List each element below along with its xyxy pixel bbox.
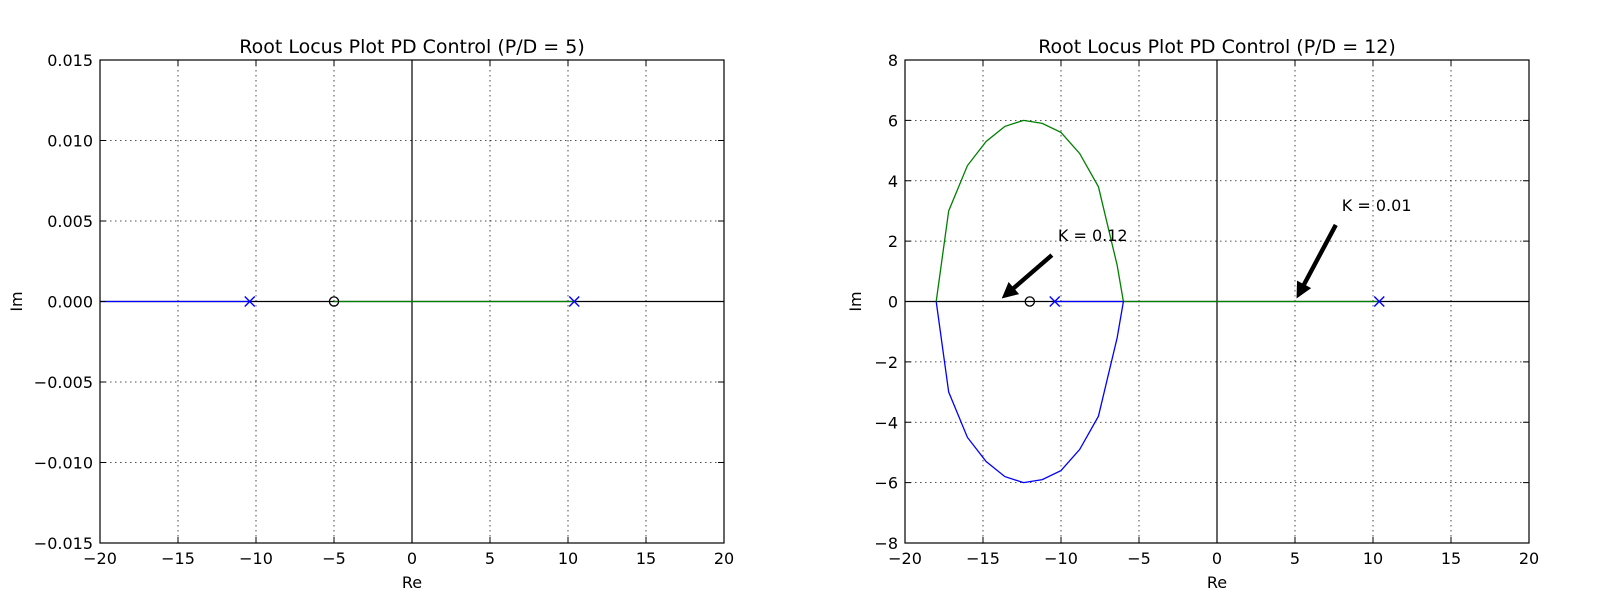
x-tick-label: 10 bbox=[1363, 549, 1383, 568]
y-tick-label: 8 bbox=[888, 51, 898, 70]
x-tick-label: 20 bbox=[1519, 549, 1539, 568]
pole-marker bbox=[1373, 296, 1385, 307]
x-tick-label: 10 bbox=[558, 549, 578, 568]
x-tick-label: −10 bbox=[239, 549, 273, 568]
x-tick-label: −15 bbox=[161, 549, 195, 568]
y-tick-label: 0.000 bbox=[47, 293, 93, 312]
locus-branch-1 bbox=[935, 300, 1125, 484]
y-tick-label: 0.010 bbox=[47, 132, 93, 151]
y-axis-label: Im bbox=[846, 291, 865, 311]
pole-marker bbox=[568, 296, 580, 307]
y-tick-label: −0.015 bbox=[34, 534, 93, 553]
pole-marker bbox=[1049, 296, 1061, 307]
x-axis-label: Re bbox=[1207, 573, 1227, 592]
y-tick-label: −0.005 bbox=[34, 373, 93, 392]
y-tick-label: −6 bbox=[874, 474, 898, 493]
y-tick-label: 4 bbox=[888, 172, 898, 191]
x-tick-label: −10 bbox=[1044, 549, 1078, 568]
y-tick-label: −8 bbox=[874, 534, 898, 553]
y-tick-label: 0 bbox=[888, 293, 898, 312]
annotation-text: K = 0.01 bbox=[1342, 196, 1412, 215]
zero-marker bbox=[328, 296, 340, 307]
y-tick-label: −2 bbox=[874, 353, 898, 372]
x-tick-label: −20 bbox=[83, 549, 117, 568]
x-tick-label: 5 bbox=[485, 549, 495, 568]
x-tick-label: −5 bbox=[1127, 549, 1151, 568]
chart-title: Root Locus Plot PD Control (P/D = 12) bbox=[1038, 36, 1396, 58]
annotation-arrow bbox=[1296, 223, 1338, 299]
chart-p-d-12: K = 0.12K = 0.01 −20 −15 −10 −5 0 5 10 15 20−8−6… bbox=[846, 36, 1539, 592]
x-axis-label: Re bbox=[402, 573, 422, 592]
x-tick-label: 0 bbox=[1212, 549, 1222, 568]
x-tick-label: −20 bbox=[888, 549, 922, 568]
x-tick-label: −5 bbox=[322, 549, 346, 568]
chart-p-d-5: −20 −15 −10 −5 0 5 10 15 20 −0.015 −0.010 −0.005 0.0… bbox=[7, 36, 734, 592]
x-tick-label: −15 bbox=[966, 549, 1000, 568]
x-tick-label: 15 bbox=[1441, 549, 1461, 568]
y-tick-label: 2 bbox=[888, 232, 898, 251]
y-tick-label: −0.010 bbox=[34, 454, 93, 473]
x-tick-label: 20 bbox=[714, 549, 734, 568]
zero-marker bbox=[1024, 296, 1036, 307]
annotation-text: K = 0.12 bbox=[1058, 226, 1128, 245]
y-axis-label: Im bbox=[7, 291, 26, 311]
pole-marker bbox=[244, 296, 256, 307]
locus-branch-0 bbox=[935, 119, 1380, 303]
y-tick-label: −4 bbox=[874, 413, 898, 432]
y-tick-label: 0.015 bbox=[47, 51, 93, 70]
y-tick-label: 6 bbox=[888, 111, 898, 130]
x-tick-label: 5 bbox=[1290, 549, 1300, 568]
y-tick-label: 0.005 bbox=[47, 212, 93, 231]
annotation-arrow bbox=[1001, 253, 1054, 299]
x-tick-label: 15 bbox=[636, 549, 656, 568]
chart-title: Root Locus Plot PD Control (P/D = 5) bbox=[239, 36, 585, 58]
x-tick-label: 0 bbox=[407, 549, 417, 568]
